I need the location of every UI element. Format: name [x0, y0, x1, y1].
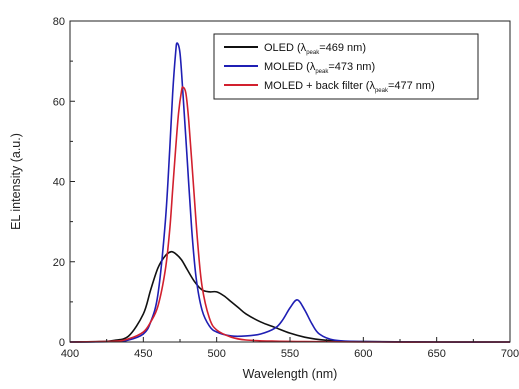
legend-label-suffix: =469 nm)	[319, 42, 366, 54]
legend: OLED (λpeak=469 nm)MOLED (λpeak=473 nm)M…	[213, 33, 479, 100]
series-curves	[69, 42, 511, 343]
x-tick-label: 700	[501, 348, 519, 360]
x-tick-label: 400	[61, 348, 79, 360]
legend-entry-label: MOLED + back filter (λpeak=477 nm)	[264, 80, 435, 94]
x-axis-title: Wavelength (nm)	[243, 367, 338, 381]
y-tick-label: 20	[53, 257, 65, 269]
y-tick-label: 60	[53, 96, 65, 108]
series-line-oled	[69, 250, 511, 343]
x-axis-ticks: 400 450 500 550 600 650 700	[61, 337, 519, 360]
y-tick-label: 80	[53, 16, 65, 28]
x-tick-label: 600	[354, 348, 372, 360]
legend-label-prefix: MOLED + back filter (λ	[264, 80, 375, 92]
legend-label-subscript: peak	[306, 50, 320, 56]
y-axis-ticks: 0 20 40 60 80	[53, 16, 75, 349]
legend-label-prefix: OLED (λ	[264, 42, 307, 54]
x-tick-label: 450	[134, 348, 152, 360]
series-line-moled-back-filter	[69, 86, 510, 343]
legend-label-subscript: peak	[375, 88, 389, 94]
x-tick-label: 500	[207, 348, 225, 360]
y-axis-title: EL intensity (a.u.)	[9, 133, 23, 230]
y-tick-label: 40	[53, 177, 65, 189]
series-line-moled	[69, 42, 511, 343]
y-tick-label: 0	[59, 337, 65, 349]
legend-entry-label: MOLED (λpeak=473 nm)	[264, 61, 375, 75]
legend-label-suffix: =477 nm)	[388, 80, 435, 92]
legend-entry-label: OLED (λpeak=469 nm)	[264, 42, 366, 56]
legend-label-prefix: MOLED (λ	[264, 61, 316, 73]
x-tick-label: 650	[427, 348, 445, 360]
x-tick-label: 550	[281, 348, 299, 360]
legend-label-subscript: peak	[315, 69, 329, 75]
legend-label-suffix: =473 nm)	[328, 61, 375, 73]
